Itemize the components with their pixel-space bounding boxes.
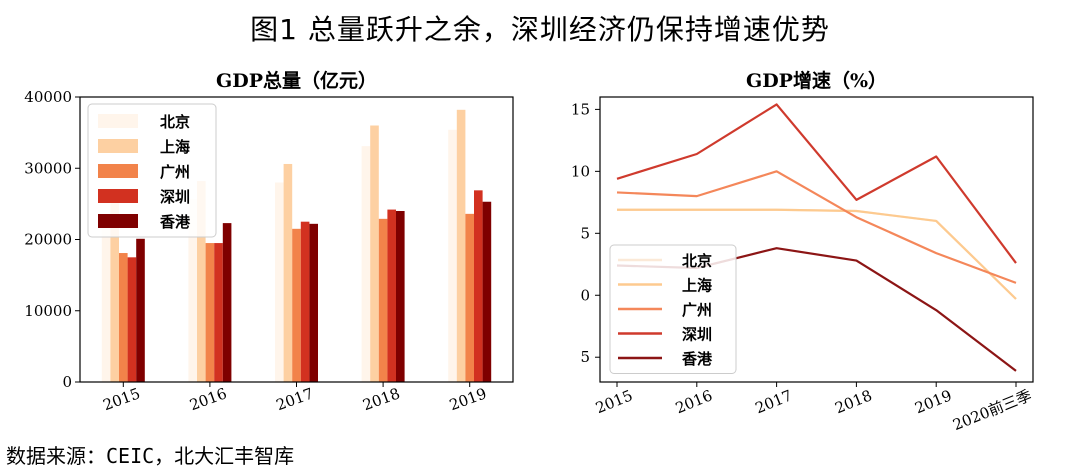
legend-label-4: 香港 [682, 350, 713, 368]
x-tick-label: 2016 [673, 386, 715, 417]
legend-swatch-4 [98, 214, 138, 228]
x-tick-label: 2017 [274, 384, 316, 414]
bar-2015-4 [136, 238, 145, 382]
bar-2017-3 [300, 221, 310, 382]
bar-plot-frame [79, 96, 514, 383]
x-tick-label: 2019 [447, 384, 489, 414]
bar-2016-1 [197, 181, 206, 382]
bar-2018-2 [378, 218, 388, 382]
bar-2017-0 [275, 182, 284, 382]
bar-2015-2 [119, 253, 128, 382]
legend-label-3: 深圳 [160, 188, 190, 206]
x-tick-label: 2016 [187, 384, 229, 414]
bar-2016-2 [205, 243, 215, 382]
y-tick-label: 10 [571, 162, 590, 180]
x-tick-label: 2015 [593, 386, 635, 417]
bar-2015-3 [127, 257, 137, 382]
bar-2019-3 [474, 190, 483, 382]
series-line-4 [616, 247, 1017, 372]
y-tick-label: 10000 [24, 302, 72, 320]
x-tick-label: 2019 [912, 386, 954, 417]
bar-2019-0 [448, 129, 457, 382]
line-chart-title: GDP增速（%） [746, 69, 887, 92]
line-legend-box [609, 244, 737, 374]
bar-2016-4 [222, 223, 232, 382]
bar-chart-title: GDP总量（亿元） [216, 69, 377, 92]
y-tick-label: 0 [580, 286, 590, 304]
legend-swatch-2 [98, 164, 138, 178]
legend-label-2: 广州 [160, 163, 190, 181]
legend-swatch-3 [98, 189, 138, 203]
line-plot-frame [599, 96, 1034, 383]
legend-label-0: 北京 [682, 252, 712, 270]
bar-2017-2 [292, 228, 301, 382]
legend-swatch-1 [98, 139, 138, 153]
series-line-3 [616, 103, 1017, 264]
bar-legend-box [87, 103, 217, 238]
bar-2015-0 [101, 218, 111, 382]
series-line-0 [617, 208, 1017, 300]
legend-label-2: 广州 [682, 301, 712, 319]
series-line-1 [617, 208, 1017, 300]
y-tick-label: 0 [62, 373, 72, 391]
bar-2018-1 [370, 125, 379, 382]
y-tick-label: 15 [571, 100, 590, 118]
legend-label-4: 香港 [160, 213, 191, 231]
bar-2018-0 [361, 146, 371, 382]
bar-2015-1 [110, 203, 119, 382]
y-tick-label: 5 [580, 224, 590, 242]
bar-2018-3 [387, 209, 396, 382]
y-tick-label: 5 [580, 348, 590, 366]
x-tick-label: 2018 [832, 386, 874, 417]
bar-2019-2 [465, 213, 474, 382]
x-tick-label: 2020前三季 [950, 386, 1034, 434]
series-line-2 [616, 170, 1017, 284]
bar-2019-1 [456, 109, 466, 382]
bar-2019-4 [482, 201, 492, 382]
legend-label-1: 上海 [160, 138, 190, 156]
bar-2016-3 [214, 243, 223, 382]
legend-label-3: 深圳 [682, 326, 712, 344]
y-tick-label: 40000 [24, 88, 72, 106]
legend-label-0: 北京 [160, 113, 190, 131]
x-tick-label: 2015 [101, 384, 143, 414]
bar-2017-4 [309, 223, 318, 382]
x-tick-label: 2017 [753, 386, 795, 417]
y-tick-label: 30000 [24, 159, 72, 177]
bar-2016-0 [188, 198, 197, 382]
source-note: 数据来源：CEIC，北大汇丰智库 [6, 444, 295, 468]
gdp-total-bar-chart: GDP总量（亿元） 2015 2016 2017 2018 2019 0 10000 20000… [24, 69, 514, 414]
bar-2018-4 [396, 211, 405, 382]
legend-label-1: 上海 [682, 277, 712, 295]
y-tick-label: 20000 [24, 231, 72, 249]
x-tick-label: 2018 [360, 384, 402, 414]
figure-title: 图1 总量跃升之余，深圳经济仍保持增速优势 [250, 13, 830, 46]
bar-2017-1 [283, 163, 293, 382]
legend-swatch-0 [98, 114, 138, 128]
